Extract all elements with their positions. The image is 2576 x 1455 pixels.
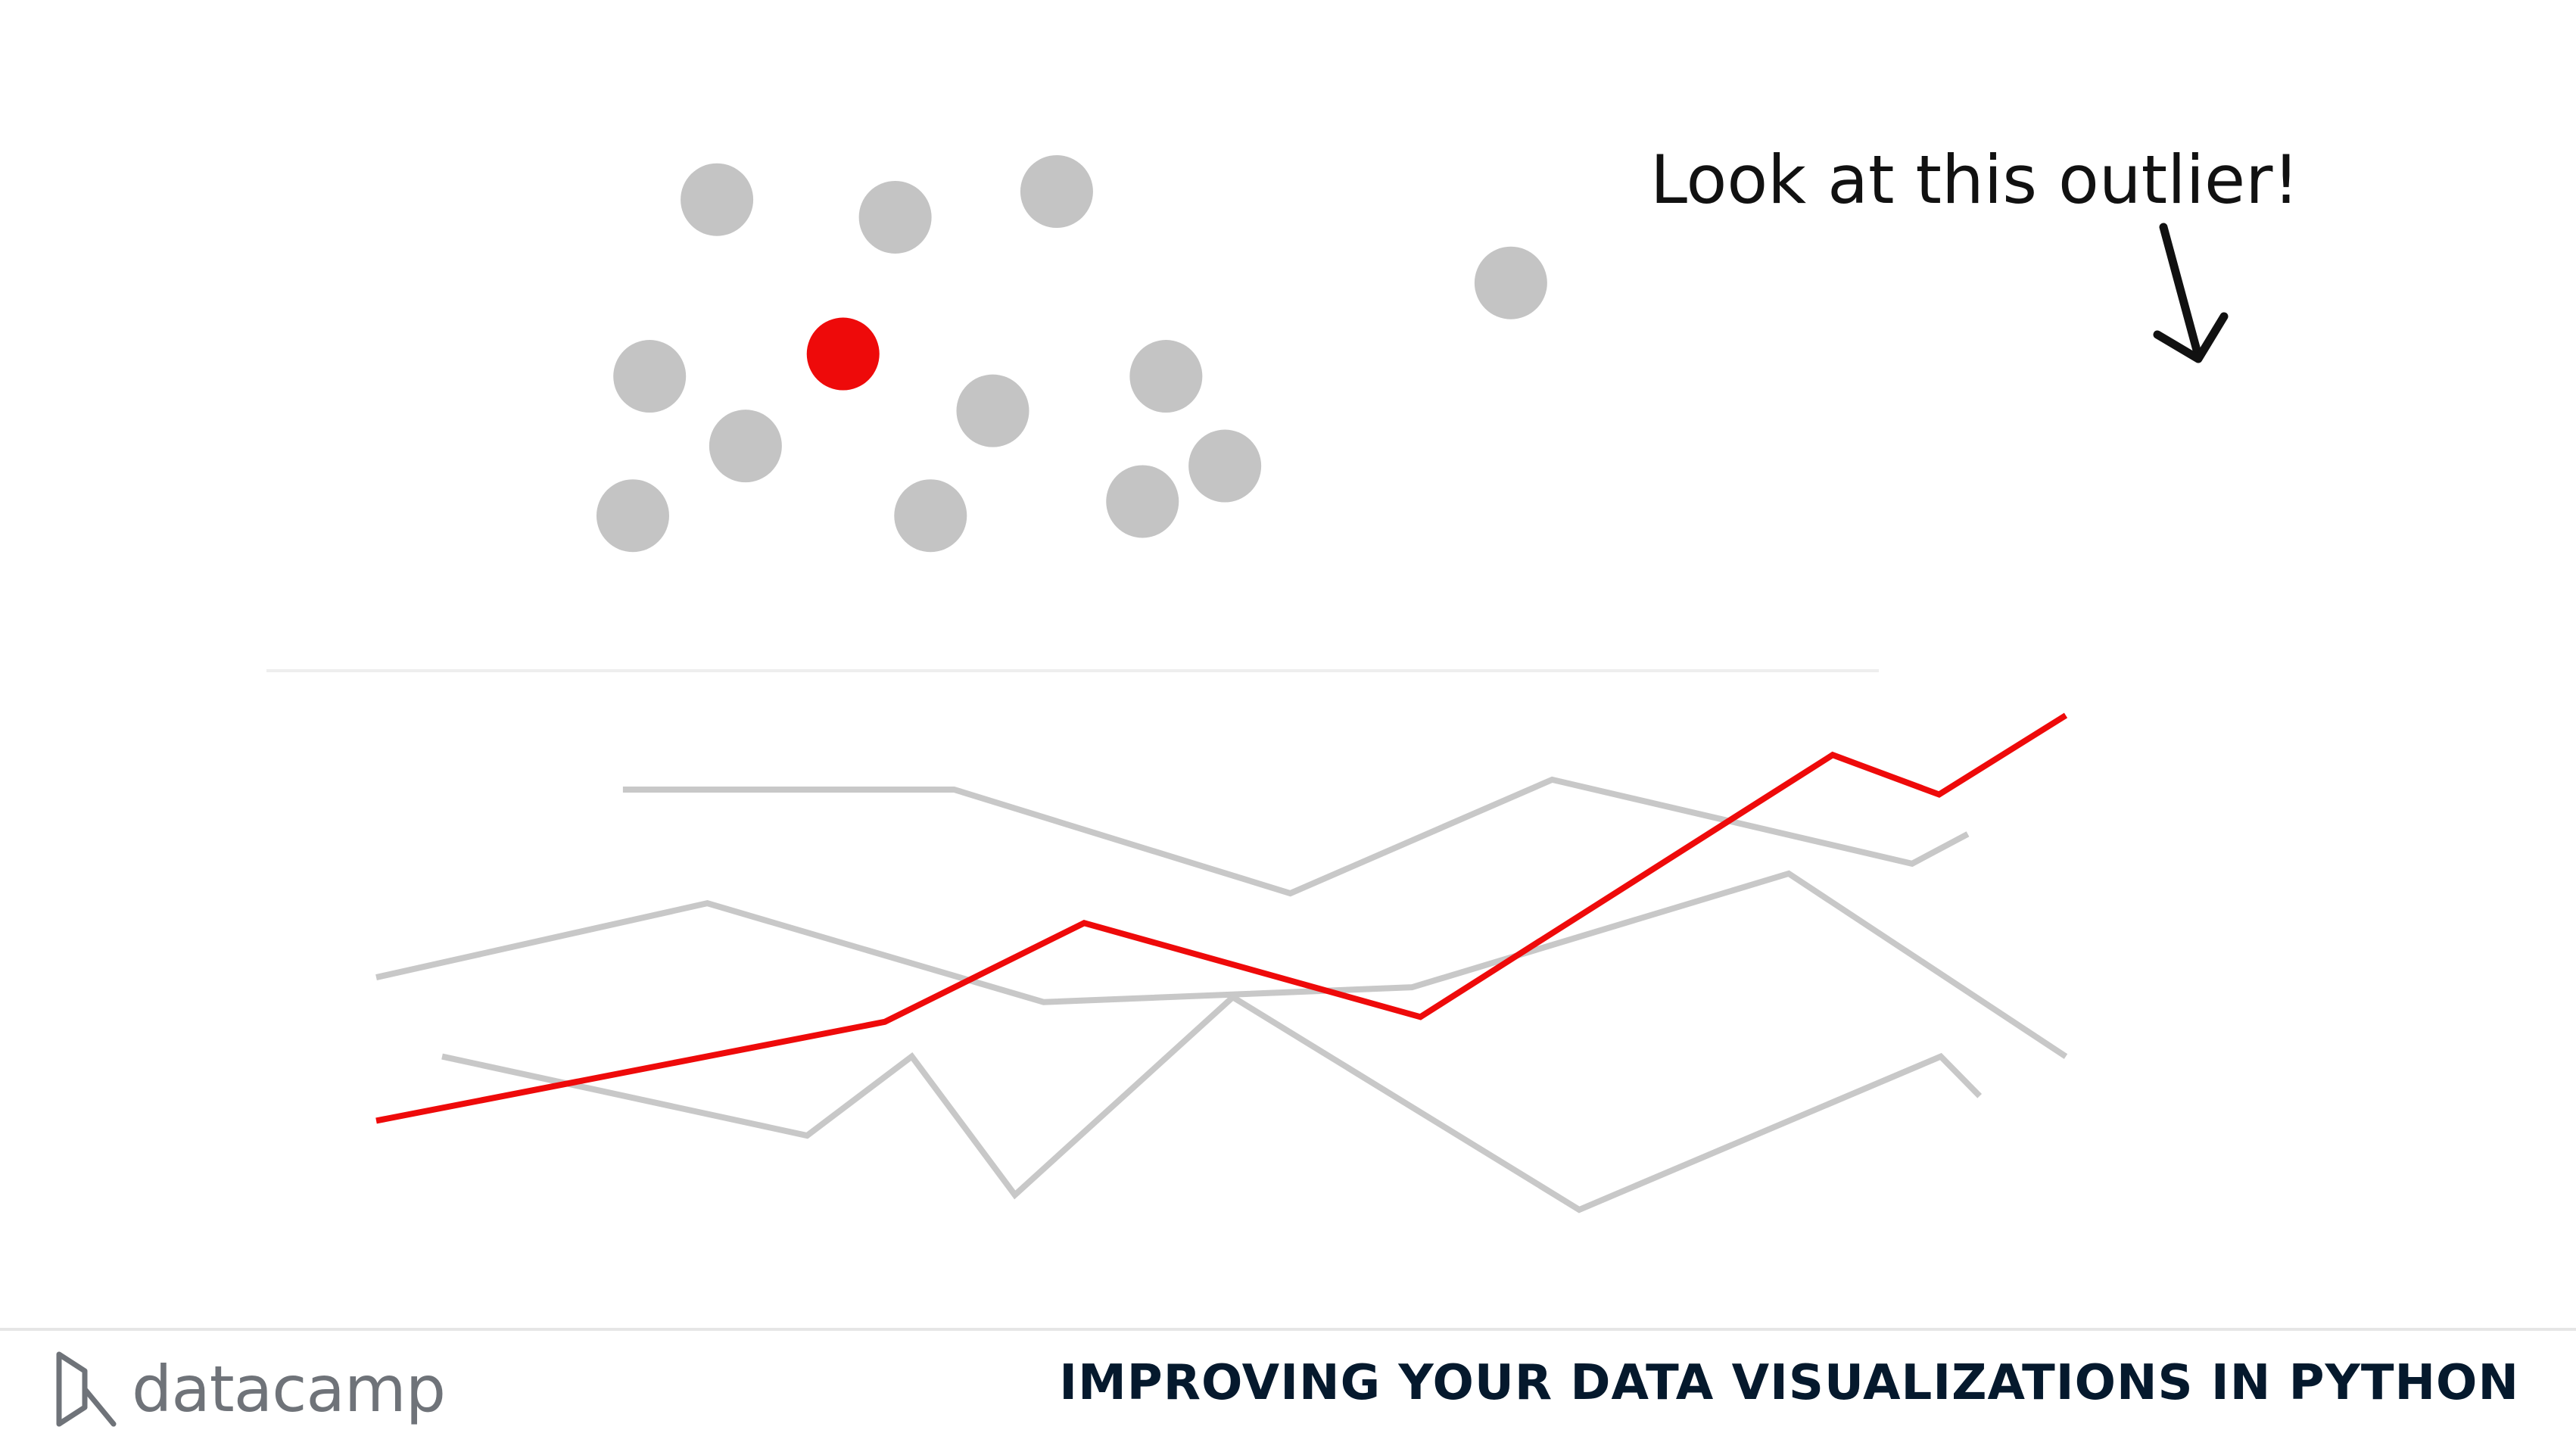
line-chart (376, 715, 2066, 1210)
scatter-point (1475, 247, 1547, 319)
scatter-point (859, 181, 932, 254)
footer-divider (0, 1328, 2576, 1331)
scatter-plot (596, 155, 1547, 552)
datacamp-logo[interactable]: datacamp (53, 1348, 445, 1431)
scatter-point (1188, 430, 1261, 503)
datacamp-logo-icon (53, 1350, 118, 1429)
scatter-point (1020, 155, 1093, 228)
logo-wordmark: datacamp (132, 1352, 445, 1426)
scatter-point (1129, 340, 1202, 413)
scatter-point (596, 479, 669, 552)
scatter-point (894, 479, 967, 552)
scatter-point (613, 340, 686, 413)
arrow-down-icon (2157, 227, 2224, 359)
course-title: IMPROVING YOUR DATA VISUALIZATIONS IN PY… (1059, 1355, 2519, 1411)
series-line-3 (442, 997, 1980, 1210)
highlighted-point (807, 318, 880, 391)
outlier-annotation: Look at this outlier! (1650, 141, 2300, 219)
series-line-2 (376, 874, 2066, 1057)
scatter-point (1106, 465, 1179, 537)
scatter-point (681, 164, 753, 236)
scatter-point (709, 410, 782, 482)
scatter-point (956, 375, 1029, 447)
